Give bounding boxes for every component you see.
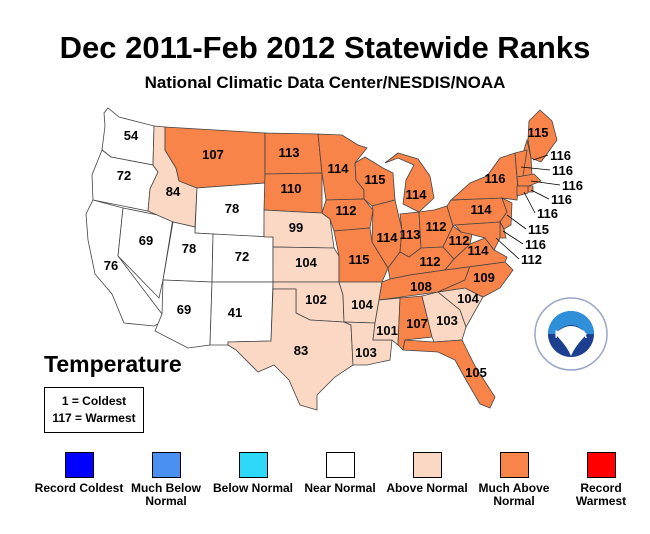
legend-item: Near Normal <box>294 452 386 495</box>
legend-label: Above Normal <box>386 481 468 495</box>
legend-label: Below Normal <box>212 481 293 495</box>
legend-item: Below Normal <box>207 452 299 495</box>
rank-key-coldest: 1 = Coldest <box>61 394 127 408</box>
rank-label-az: 69 <box>177 302 191 317</box>
rank-label-ct: 116 <box>537 206 558 221</box>
rank-label-wv: 112 <box>449 233 470 248</box>
rank-label-ca: 76 <box>104 258 118 273</box>
callout-line-de <box>502 230 524 245</box>
legend-item: Record Coldest <box>33 452 125 495</box>
state-va <box>444 237 508 271</box>
callout-line-nh <box>532 154 549 161</box>
rank-label-or: 72 <box>117 168 131 183</box>
rank-label-nv: 69 <box>139 233 153 248</box>
rank-label-in: 113 <box>400 227 421 242</box>
rank-label-me: 115 <box>528 125 549 140</box>
state-me <box>527 109 558 163</box>
rank-label-nc: 109 <box>473 270 495 285</box>
rank-label-al: 107 <box>406 316 428 331</box>
rank-label-mt: 107 <box>202 147 224 162</box>
rank-label-mo: 115 <box>349 252 370 267</box>
rank-label-ga: 103 <box>436 313 458 328</box>
map-subtitle: National Climatic Data Center/NESDIS/NOA… <box>144 73 506 92</box>
map-variable-label: Temperature <box>44 351 182 377</box>
legend-swatch <box>412 452 442 478</box>
rank-label-ut: 78 <box>182 241 196 256</box>
rank-label-id: 84 <box>166 184 181 199</box>
state-fl <box>402 339 496 409</box>
rank-label-tn: 108 <box>410 279 432 294</box>
rank-label-ms: 101 <box>376 323 398 338</box>
legend-swatch <box>586 452 616 478</box>
rank-label-ok: 102 <box>305 292 327 307</box>
callout-line-ct <box>523 191 536 214</box>
callout-line-vt <box>520 166 551 171</box>
legend-swatch <box>325 452 355 478</box>
legend-label: Near Normal <box>304 481 376 495</box>
legend-label: Record Warmest <box>575 481 627 508</box>
rank-label-nh: 116 <box>550 148 571 163</box>
rank-label-ia: 112 <box>336 203 357 218</box>
rank-label-il: 114 <box>377 230 399 245</box>
callout-line-nj <box>506 214 527 230</box>
rank-key: 1 = Coldest 117 = Warmest <box>44 387 144 433</box>
rank-label-mn: 114 <box>328 161 350 176</box>
legend-swatch <box>151 452 181 478</box>
state-ct <box>516 185 529 197</box>
legend-item: Record Warmest <box>555 452 647 508</box>
rank-label-ma: 116 <box>562 178 583 193</box>
rank-label-ky: 112 <box>420 254 441 269</box>
rank-label-sd: 110 <box>281 181 302 196</box>
state-md <box>454 221 501 251</box>
legend-swatch <box>64 452 94 478</box>
legend-swatch <box>499 452 529 478</box>
noaa-logo: NOAA <box>533 296 609 377</box>
legend-item: Much Above Normal <box>468 452 560 508</box>
rank-label-nj: 115 <box>528 222 549 237</box>
legend-label: Much Below Normal <box>130 481 201 508</box>
legend-item: Much Below Normal <box>120 452 212 508</box>
rank-label-ri: 116 <box>551 192 572 207</box>
legend-label: Much Above Normal <box>478 481 550 508</box>
noaa-logo-text: NOAA <box>555 329 587 341</box>
callout-line-ma <box>530 180 561 186</box>
rank-label-fl: 105 <box>465 365 487 380</box>
callout-line-md <box>495 237 520 260</box>
rank-label-vt: 116 <box>552 163 573 178</box>
state-ma <box>516 173 542 187</box>
state-ri <box>527 185 534 193</box>
rank-label-de: 116 <box>525 237 546 252</box>
rank-label-ny: 116 <box>485 171 506 186</box>
rank-label-nm: 41 <box>228 305 242 320</box>
state-nc <box>437 261 514 298</box>
legend-item: Above Normal <box>381 452 473 495</box>
callout-line-ri <box>530 189 550 200</box>
rank-label-md: 112 <box>521 252 542 267</box>
rank-label-ks: 104 <box>295 255 317 270</box>
rank-label-co: 72 <box>235 249 249 264</box>
rank-label-mi: 114 <box>406 187 428 202</box>
rank-label-la: 103 <box>355 345 377 360</box>
rank-label-nd: 113 <box>279 145 300 160</box>
rank-label-wy: 78 <box>225 201 239 216</box>
rank-label-va: 114 <box>468 243 490 258</box>
legend-swatch <box>238 452 268 478</box>
rank-label-wi: 115 <box>365 172 386 187</box>
rank-label-tx: 83 <box>294 343 308 358</box>
rank-label-oh: 112 <box>426 219 447 234</box>
rank-label-ar: 104 <box>351 297 373 312</box>
rank-label-pa: 114 <box>471 202 493 217</box>
rank-label-wa: 54 <box>124 128 139 143</box>
rank-label-ne: 99 <box>289 220 303 235</box>
state-mo <box>333 227 389 283</box>
rank-key-warmest: 117 = Warmest <box>52 411 136 425</box>
map-title: Dec 2011-Feb 2012 Statewide Ranks <box>59 30 591 65</box>
rank-label-sc: 104 <box>457 291 479 306</box>
legend-label: Record Coldest <box>34 481 124 495</box>
state-tx <box>227 288 354 411</box>
